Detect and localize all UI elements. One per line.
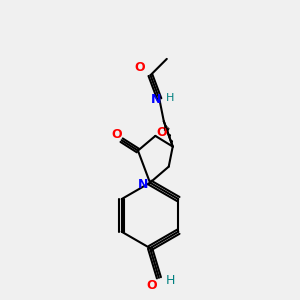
Text: H: H	[166, 274, 176, 287]
Text: N: N	[151, 92, 162, 106]
Text: H: H	[166, 92, 174, 103]
Text: O: O	[156, 126, 166, 140]
Text: O: O	[135, 61, 146, 74]
Text: N: N	[138, 178, 148, 191]
Text: O: O	[146, 279, 157, 292]
Text: O: O	[112, 128, 122, 141]
